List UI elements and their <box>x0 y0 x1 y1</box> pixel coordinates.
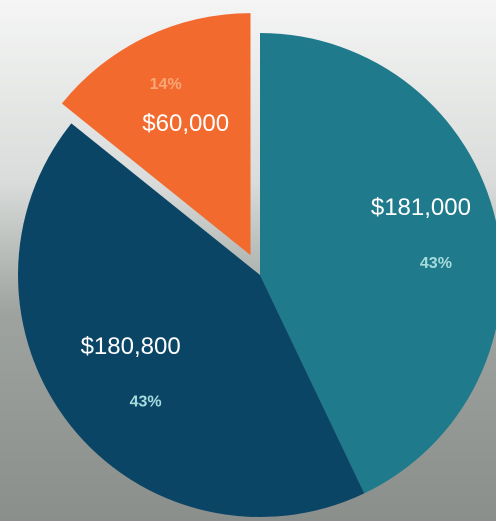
value-label: $60,000 <box>142 110 229 137</box>
pie-slice <box>61 13 251 256</box>
pie-slice <box>260 33 496 494</box>
value-label: $181,000 <box>371 194 471 221</box>
value-label: $180,800 <box>81 333 181 360</box>
percent-label: 43% <box>420 255 452 272</box>
percent-label: 14% <box>150 76 182 93</box>
pie-slice <box>18 123 365 517</box>
percent-label: 43% <box>130 394 162 411</box>
